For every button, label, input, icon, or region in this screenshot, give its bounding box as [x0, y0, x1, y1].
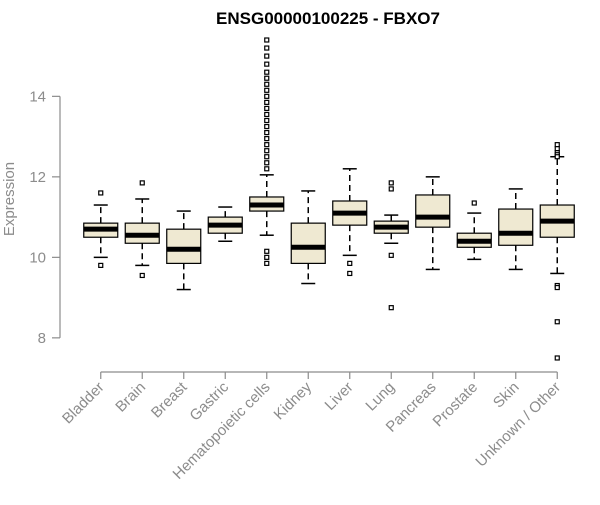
- outlier-point: [264, 37, 270, 43]
- outlier-point: [264, 260, 270, 266]
- outlier-point: [98, 190, 104, 196]
- outlier-point: [471, 200, 477, 206]
- box-body: [415, 194, 451, 228]
- box-gastric: [207, 206, 243, 242]
- box-group: [83, 37, 575, 361]
- outlier-point: [264, 105, 270, 112]
- outlier-point: [139, 180, 145, 186]
- outlier-point: [264, 75, 270, 81]
- outlier-point: [264, 129, 270, 136]
- y-tick-label: 8: [38, 330, 46, 347]
- outlier-point: [264, 99, 270, 105]
- x-tick-label: Brain: [112, 379, 149, 416]
- outlier-point: [98, 262, 104, 268]
- y-tick-label: 14: [29, 88, 46, 105]
- x-tick-label: Skin: [490, 379, 523, 412]
- box-hematopoietic-cells: [249, 37, 285, 266]
- y-tick-label: 10: [29, 249, 46, 266]
- box-unknown-other: [539, 142, 575, 361]
- x-tick-label: Lung: [362, 379, 398, 415]
- box-bladder: [83, 190, 119, 268]
- outlier-point: [554, 142, 560, 148]
- outlier-point: [554, 355, 560, 361]
- box-kidney: [290, 190, 326, 285]
- outlier-point: [347, 260, 353, 266]
- x-tick-label: Kidney: [271, 378, 316, 423]
- x-tick-label: Liver: [322, 379, 357, 414]
- outlier-point: [388, 305, 394, 311]
- box-liver: [332, 168, 368, 277]
- x-tick-label: Breast: [148, 378, 191, 421]
- outlier-point: [264, 142, 270, 148]
- box-pancreas: [415, 176, 451, 271]
- outlier-point: [139, 272, 145, 279]
- y-tick-label: 12: [29, 169, 46, 186]
- box-skin: [498, 188, 534, 271]
- outlier-point: [264, 93, 270, 99]
- outlier-point: [264, 111, 270, 118]
- outlier-point: [264, 69, 270, 75]
- outlier-point: [554, 319, 560, 325]
- outlier-point: [264, 81, 270, 87]
- chart-title: ENSG00000100225 - FBXO7: [216, 9, 440, 28]
- outlier-point: [264, 87, 270, 93]
- outlier-point: [388, 186, 394, 192]
- outlier-point: [264, 160, 270, 166]
- outlier-point: [264, 148, 270, 154]
- box-body: [498, 208, 534, 246]
- outlier-point: [264, 123, 270, 130]
- outlier-point: [264, 45, 270, 51]
- box-body: [166, 228, 202, 264]
- outlier-point: [347, 270, 353, 277]
- outlier-point: [388, 180, 394, 186]
- outlier-point: [264, 248, 270, 254]
- outlier-point: [264, 254, 270, 260]
- y-axis: 8 10 12 14: [29, 88, 61, 347]
- box-breast: [166, 210, 202, 291]
- box-prostate: [456, 200, 492, 261]
- outlier-point: [554, 154, 560, 160]
- outlier-point: [264, 136, 270, 142]
- box-lung: [373, 180, 409, 311]
- outlier-point: [264, 154, 270, 160]
- x-tick-label: Bladder: [59, 379, 108, 428]
- x-tick-label: Prostate: [430, 379, 482, 431]
- box-brain: [124, 180, 160, 279]
- box-body: [290, 222, 326, 264]
- outlier-point: [554, 146, 560, 152]
- outlier-point: [264, 61, 270, 67]
- outlier-point: [264, 117, 270, 124]
- y-axis-label: Expression: [1, 162, 18, 236]
- outlier-point: [264, 166, 270, 172]
- outlier-point: [554, 284, 560, 291]
- outlier-point: [264, 53, 270, 59]
- outlier-point: [388, 252, 394, 258]
